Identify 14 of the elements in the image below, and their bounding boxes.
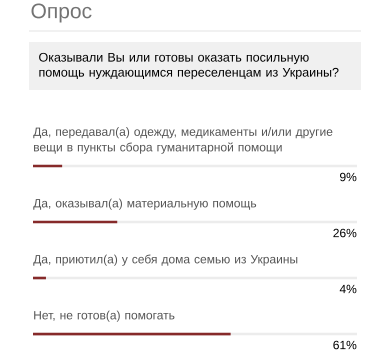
data-label: 4%	[340, 284, 356, 294]
data-label: 9%	[340, 172, 356, 182]
data-label: 61%	[333, 340, 356, 350]
y-tick-label: Да, оказывал(а) материальную помощь	[33, 198, 256, 210]
bar	[33, 332, 231, 336]
y-tick-label: Да, приютил(а) у себя дома семью из Украины	[33, 254, 298, 266]
chart-title: Опрос	[32, 4, 92, 23]
bar	[33, 164, 62, 168]
chart-subtitle: Оказывали Вы или готовы оказать посильную помощь нуждающимся переселенцам из Украины?	[39, 52, 339, 80]
y-tick-label: Да, передавал(а) одежду, медикаменты и/или другие вещи в пункты сбора гуманитарной помощи	[33, 127, 332, 154]
data-label: 26%	[333, 228, 356, 238]
bar	[33, 276, 46, 280]
y-tick-label: Нет, не готов(а) помогать	[34, 310, 174, 322]
bar	[33, 220, 118, 224]
